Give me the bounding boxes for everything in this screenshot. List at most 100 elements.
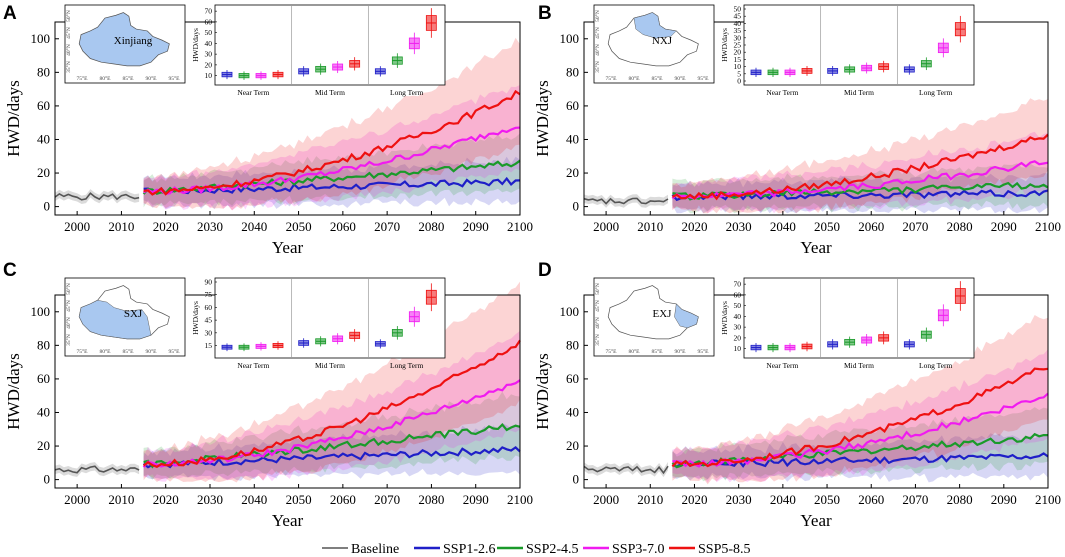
- band-SSP1-2.6: [672, 433, 1048, 483]
- map-lat-label: 40°N: [594, 317, 601, 329]
- map-region-label: EXJ: [653, 308, 673, 320]
- map-lat-label: 45°N: [594, 27, 601, 39]
- line-SSP5-8.5: [143, 89, 521, 196]
- line-SSP3-7.0: [672, 392, 1049, 468]
- x-axis-label: Year: [800, 238, 832, 257]
- inset-y-tick-label: 20: [205, 60, 213, 69]
- map-lon-label: 95°E: [697, 348, 709, 355]
- x-tick-label: 2000: [593, 492, 619, 507]
- map-lat-label: 35°N: [594, 61, 601, 73]
- x-axis-label: Year: [272, 238, 304, 257]
- legend-label: SSP3-7.0: [612, 542, 665, 557]
- legend-label: SSP2-4.5: [526, 542, 579, 557]
- map-lon-label: 80°E: [628, 348, 640, 355]
- y-axis-label: HWD/days: [533, 353, 552, 429]
- line-SSP5-8.5: [671, 133, 1049, 201]
- inset-y-label: HWD/days: [191, 301, 200, 335]
- inset-y-label: HWD/days: [720, 301, 729, 335]
- panel-letter: B: [538, 3, 552, 24]
- inset-y-tick-label: 5: [737, 69, 741, 78]
- map-lat-label: 50°N: [594, 10, 601, 22]
- y-tick-label: 80: [37, 337, 50, 352]
- inset-term-label: Long Term: [919, 88, 952, 97]
- box-inset: 15 30 45 60 75 90 HWD/days Near Term Mid Term Lon…: [191, 277, 446, 370]
- y-tick-label: 100: [560, 31, 580, 46]
- y-tick-label: 20: [566, 438, 579, 453]
- inset-y-tick-label: 10: [734, 344, 742, 353]
- map-lat-label: 40°N: [65, 317, 72, 329]
- line-SSP1-2.6: [142, 445, 521, 469]
- map-lon-label: 80°E: [99, 348, 111, 355]
- x-tick-label: 2010: [637, 492, 663, 507]
- x-tick-label: 2090: [991, 492, 1017, 507]
- inset-y-tick-label: 30: [205, 50, 213, 59]
- inset-term-label: Near Term: [237, 361, 269, 370]
- x-tick-label: 2000: [593, 219, 619, 234]
- map-lon-label: 95°E: [168, 348, 180, 355]
- series-lines: [142, 89, 521, 196]
- x-axis-label: Year: [800, 511, 832, 530]
- inset-term-label: Near Term: [237, 88, 269, 97]
- y-tick-label: 0: [44, 199, 51, 214]
- inset-y-tick-label: 40: [205, 39, 213, 48]
- y-tick-label: 40: [566, 131, 579, 146]
- x-tick-label: 2100: [1035, 219, 1061, 234]
- x-tick-label: 2100: [507, 219, 533, 234]
- x-tick-label: 2030: [197, 492, 223, 507]
- y-tick-label: 20: [37, 438, 50, 453]
- map-inset: EXJ 75°E 80°E 85°E 90°E 95°E 35°N 40°N 45°N 50°N: [593, 277, 715, 357]
- series-lines: [142, 339, 521, 469]
- inset-y-tick-label: 50: [734, 5, 742, 14]
- map-lon-label: 85°E: [122, 348, 134, 355]
- y-tick-label: 40: [566, 404, 579, 419]
- map-lat-label: 35°N: [65, 334, 72, 346]
- map-highlight-east: [674, 303, 699, 329]
- inset-y-tick-label: 60: [734, 290, 742, 299]
- x-axis-label: Year: [272, 511, 304, 530]
- x-tick-label: 2010: [637, 219, 663, 234]
- inset-y-tick-label: 45: [734, 12, 742, 21]
- line-baseline: [583, 197, 669, 205]
- inset-y-label: HWD/days: [191, 28, 200, 62]
- band-SSP5-8.5: [672, 98, 1048, 214]
- inset-y-tick-label: 30: [205, 328, 213, 337]
- inset-y-tick-label: 60: [205, 303, 213, 312]
- panel-letter: A: [3, 3, 17, 24]
- inset-y-tick-label: 15: [205, 341, 213, 350]
- x-tick-label: 2050: [286, 492, 312, 507]
- x-tick-label: 2020: [681, 492, 707, 507]
- inset-y-tick-label: 30: [734, 33, 742, 42]
- x-tick-label: 2080: [418, 492, 444, 507]
- map-inset: Xinjiang 75°E 80°E 85°E 90°E 95°E 35°N 40°N 45°N…: [64, 4, 186, 84]
- inset-y-tick-label: 45: [205, 316, 213, 325]
- y-tick-label: 100: [31, 31, 51, 46]
- x-tick-label: 2020: [153, 219, 179, 234]
- inset-y-tick-label: 15: [734, 55, 742, 64]
- line-SSP2-4.5: [142, 159, 521, 195]
- map-inset: NXJ 75°E 80°E 85°E 90°E 95°E 35°N 40°N 45°N 50°N: [593, 4, 715, 84]
- y-tick-label: 100: [31, 304, 51, 319]
- map-region-label: SXJ: [124, 308, 143, 320]
- inset-y-tick-label: 60: [205, 17, 213, 26]
- x-tick-label: 2010: [108, 492, 134, 507]
- inset-y-tick-label: 35: [734, 26, 742, 35]
- map-lat-label: 35°N: [594, 334, 601, 346]
- inset-y-tick-label: 50: [205, 28, 213, 37]
- map-lon-label: 75°E: [605, 75, 617, 82]
- line-baseline: [583, 465, 669, 475]
- map-highlight-north: [633, 12, 677, 39]
- y-tick-label: 60: [566, 98, 579, 113]
- x-tick-label: 2070: [902, 219, 928, 234]
- inset-y-label: HWD/days: [720, 28, 729, 62]
- line-baseline: [54, 192, 140, 201]
- x-tick-label: 2090: [463, 219, 489, 234]
- box-inset-frame: [214, 277, 446, 359]
- band-baseline: [55, 189, 140, 204]
- box-inset-frame: [743, 277, 975, 359]
- map-lat-label: 45°N: [594, 300, 601, 312]
- band-SSP3-7.0: [143, 330, 520, 482]
